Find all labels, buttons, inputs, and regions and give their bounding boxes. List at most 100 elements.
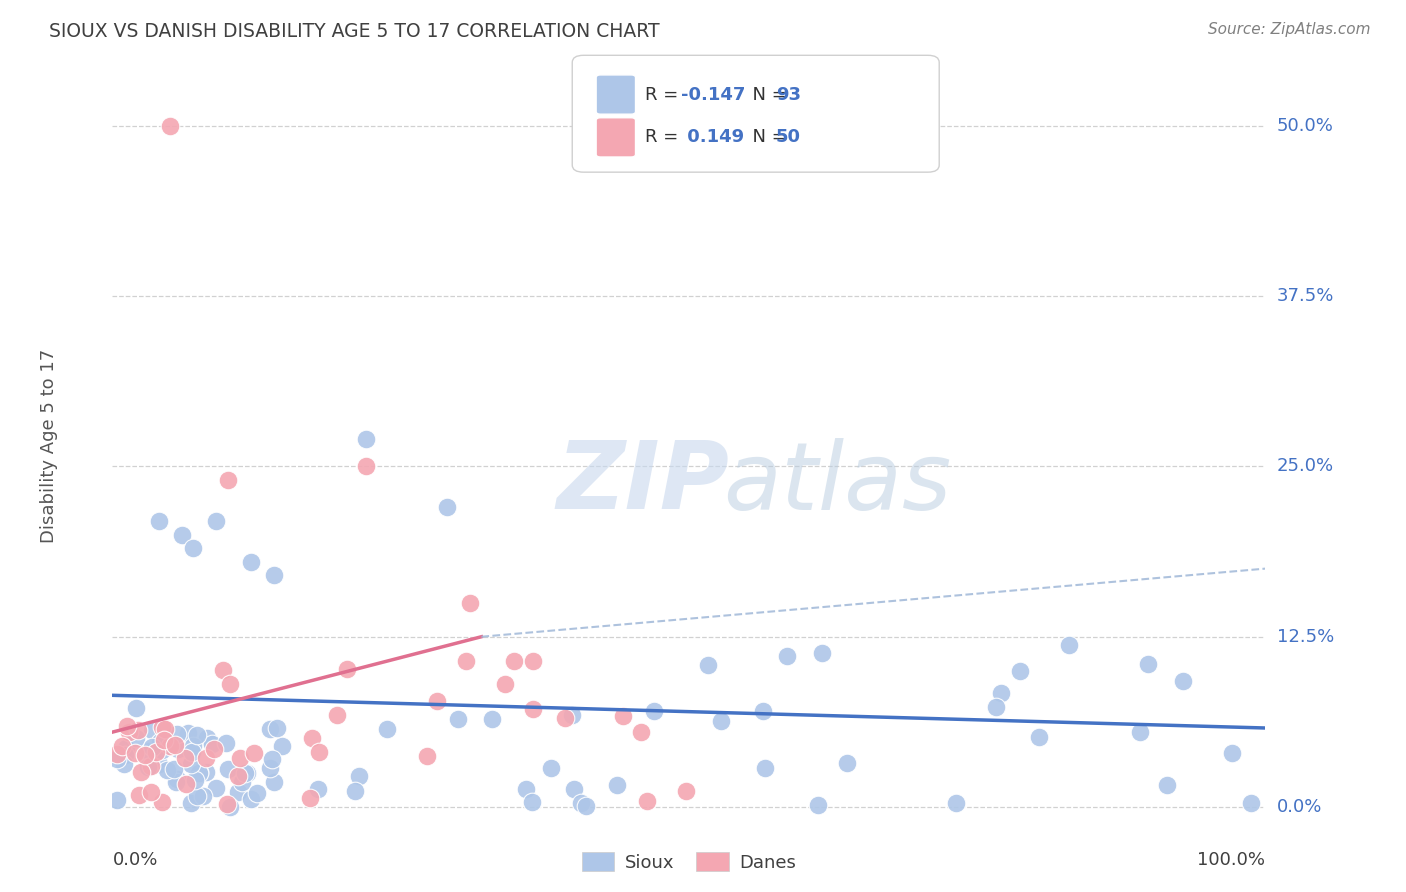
Text: atlas: atlas bbox=[724, 438, 952, 529]
Point bbox=[152, 795, 174, 809]
Point bbox=[231, 774, 253, 789]
Point bbox=[217, 473, 239, 487]
Point bbox=[263, 774, 285, 789]
Point bbox=[481, 712, 503, 726]
Point bbox=[136, 760, 159, 774]
Point bbox=[150, 721, 173, 735]
Point bbox=[710, 714, 733, 729]
Text: 50: 50 bbox=[776, 128, 801, 146]
Point bbox=[166, 772, 188, 786]
Point bbox=[270, 739, 292, 754]
Point bbox=[458, 596, 481, 610]
Point bbox=[170, 527, 193, 541]
Point bbox=[105, 751, 128, 765]
Point bbox=[215, 797, 238, 811]
Point bbox=[117, 719, 139, 733]
Point bbox=[243, 747, 266, 761]
Point bbox=[163, 738, 186, 752]
Point bbox=[124, 731, 146, 746]
Point bbox=[522, 654, 544, 668]
Point bbox=[145, 745, 167, 759]
Point bbox=[205, 780, 228, 795]
Point bbox=[127, 723, 149, 737]
Point bbox=[128, 788, 150, 802]
Text: 93: 93 bbox=[776, 86, 801, 103]
Point bbox=[810, 646, 832, 660]
Text: Source: ZipAtlas.com: Source: ZipAtlas.com bbox=[1208, 22, 1371, 37]
Point bbox=[152, 733, 174, 747]
Point bbox=[235, 766, 257, 780]
Point bbox=[266, 721, 288, 735]
Point bbox=[990, 686, 1012, 700]
Text: 50.0%: 50.0% bbox=[1277, 117, 1333, 135]
Point bbox=[347, 769, 370, 783]
Point bbox=[150, 743, 173, 757]
Point bbox=[184, 773, 207, 788]
Point bbox=[195, 731, 218, 745]
Point bbox=[148, 514, 170, 528]
Point bbox=[166, 727, 188, 741]
Point bbox=[219, 677, 242, 691]
Point bbox=[204, 741, 226, 756]
Point bbox=[141, 723, 163, 737]
Text: SIOUX VS DANISH DISABILITY AGE 5 TO 17 CORRELATION CHART: SIOUX VS DANISH DISABILITY AGE 5 TO 17 C… bbox=[49, 22, 659, 41]
Point bbox=[228, 769, 250, 783]
Point bbox=[561, 707, 583, 722]
Point bbox=[186, 789, 208, 803]
Point bbox=[228, 751, 250, 765]
Point bbox=[167, 742, 190, 756]
Point bbox=[336, 662, 359, 676]
Point bbox=[194, 751, 217, 765]
Point bbox=[259, 722, 281, 736]
Legend: Sioux, Danes: Sioux, Danes bbox=[575, 846, 803, 879]
Point bbox=[426, 694, 449, 708]
Point bbox=[205, 514, 228, 528]
Point bbox=[139, 759, 162, 773]
Point bbox=[263, 568, 285, 582]
Point bbox=[165, 775, 187, 789]
Point bbox=[159, 119, 181, 133]
Point bbox=[515, 781, 537, 796]
Point bbox=[522, 702, 544, 716]
Point bbox=[326, 708, 349, 723]
Point bbox=[124, 747, 146, 761]
Point bbox=[141, 740, 163, 755]
Point bbox=[752, 704, 775, 718]
Point bbox=[308, 745, 330, 759]
Point bbox=[153, 722, 176, 736]
Point bbox=[375, 722, 398, 736]
Point bbox=[187, 766, 209, 780]
Point bbox=[176, 776, 198, 790]
Point bbox=[835, 756, 858, 770]
Point bbox=[1156, 778, 1178, 792]
Point bbox=[436, 500, 458, 515]
Point bbox=[354, 432, 377, 446]
Point bbox=[447, 712, 470, 726]
Point bbox=[114, 748, 136, 763]
Point bbox=[180, 757, 202, 772]
Point bbox=[212, 664, 235, 678]
Point bbox=[1171, 673, 1194, 688]
Point bbox=[675, 784, 697, 798]
Point bbox=[562, 781, 585, 796]
Point bbox=[111, 739, 134, 753]
Point bbox=[569, 796, 592, 810]
Point bbox=[776, 648, 799, 663]
Point bbox=[162, 763, 184, 777]
Point bbox=[183, 739, 205, 754]
Text: N =: N = bbox=[741, 128, 793, 146]
Point bbox=[307, 782, 329, 797]
Point bbox=[612, 709, 634, 723]
Text: 37.5%: 37.5% bbox=[1277, 287, 1334, 305]
Point bbox=[260, 752, 283, 766]
Point bbox=[105, 747, 128, 761]
Point bbox=[494, 677, 516, 691]
Point bbox=[1010, 664, 1032, 678]
Point bbox=[301, 731, 323, 746]
Point bbox=[343, 783, 366, 797]
Point bbox=[191, 789, 214, 804]
Point bbox=[134, 747, 156, 762]
Text: 100.0%: 100.0% bbox=[1198, 851, 1265, 869]
Point bbox=[181, 541, 204, 556]
Point bbox=[159, 739, 181, 753]
